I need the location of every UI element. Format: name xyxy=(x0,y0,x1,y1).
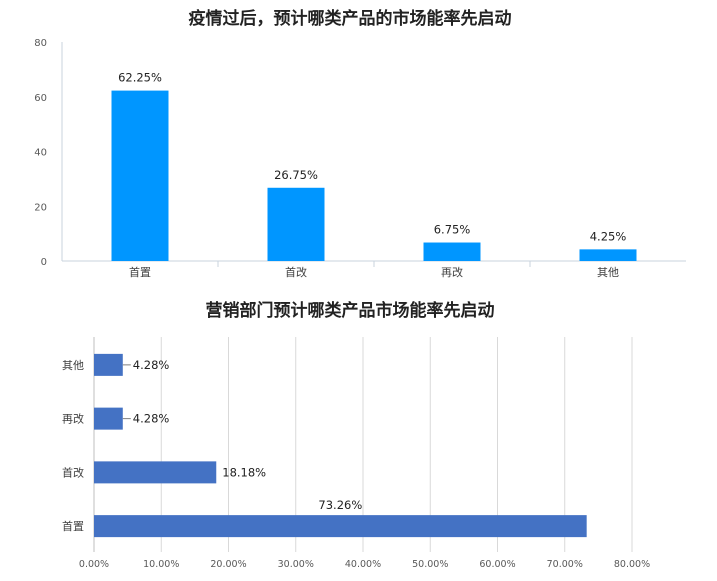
chart-2-x-tick-label: 60.00% xyxy=(479,559,515,570)
chart-1-data-label: 4.25% xyxy=(590,229,627,243)
chart-2-category-label: 首置 xyxy=(62,519,84,533)
chart-1-bar xyxy=(111,90,169,261)
chart-1-y-tick-label: 0 xyxy=(41,257,47,268)
chart-1-y-tick-label: 60 xyxy=(34,93,47,104)
chart-1: 疫情过后，预计哪类产品的市场能率先启动 0 20 40 60 80 首置 首改 再改 其他 6… xyxy=(34,8,686,279)
chart-1-y-ticks: 0 20 40 60 80 xyxy=(34,38,47,268)
chart-1-data-label: 26.75% xyxy=(274,168,318,182)
chart-2-data-label: 4.28% xyxy=(133,358,170,372)
chart-2-title: 营销部门预计哪类产品市场能率先启动 xyxy=(206,300,495,321)
chart-2-x-tick-label: 80.00% xyxy=(614,559,650,570)
chart-2-x-tick-label: 70.00% xyxy=(547,559,583,570)
chart-2-category-label: 再改 xyxy=(62,412,84,426)
chart-2-x-tick-label: 50.00% xyxy=(412,559,448,570)
chart-1-y-tick-label: 40 xyxy=(34,148,47,159)
chart-2: 营销部门预计哪类产品市场能率先启动 0.00% 10.00% 20.00% 30.00… xyxy=(62,300,650,570)
chart-1-y-tick-label: 80 xyxy=(34,38,47,49)
chart-2-bar xyxy=(94,515,587,538)
chart-2-data-label: 18.18% xyxy=(222,465,266,479)
chart-2-x-tick-label: 0.00% xyxy=(79,559,109,570)
chart-1-data-label: 62.25% xyxy=(118,71,162,85)
chart-2-data-labels: 4.28% 4.28% 18.18% 73.26% xyxy=(122,358,362,512)
chart-2-x-tick-label: 10.00% xyxy=(143,559,179,570)
chart-1-bars xyxy=(111,90,637,261)
chart-1-category-label: 其他 xyxy=(597,266,619,279)
chart-1-category-label: 首置 xyxy=(129,265,151,279)
chart-1-data-labels: 62.25% 26.75% 6.75% 4.25% xyxy=(118,71,626,244)
chart-2-category-label: 其他 xyxy=(62,359,84,372)
chart-1-category-label: 再改 xyxy=(441,265,463,279)
chart-1-bar xyxy=(267,187,325,261)
chart-2-x-ticks: 0.00% 10.00% 20.00% 30.00% 40.00% 50.00% 60.00… xyxy=(79,559,650,570)
chart-1-bar xyxy=(423,242,481,261)
chart-1-data-label: 6.75% xyxy=(434,223,471,237)
chart-2-data-label: 73.26% xyxy=(318,498,362,512)
chart-2-bar xyxy=(94,353,123,376)
chart-2-bar xyxy=(94,407,123,430)
chart-2-x-tick-label: 30.00% xyxy=(278,559,314,570)
chart-2-bars xyxy=(94,353,587,538)
chart-2-x-tick-label: 20.00% xyxy=(210,559,246,570)
chart-2-data-label: 4.28% xyxy=(133,412,170,426)
chart-1-bar xyxy=(579,249,637,261)
chart-2-x-tick-label: 40.00% xyxy=(345,559,381,570)
chart-1-category-label: 首改 xyxy=(285,265,307,279)
chart-2-category-label: 首改 xyxy=(62,465,84,479)
chart-1-title: 疫情过后，预计哪类产品的市场能率先启动 xyxy=(189,8,512,29)
chart-1-categories: 首置 首改 再改 其他 xyxy=(129,261,619,279)
chart-1-y-tick-label: 20 xyxy=(34,202,47,213)
chart-2-bar xyxy=(94,461,217,484)
